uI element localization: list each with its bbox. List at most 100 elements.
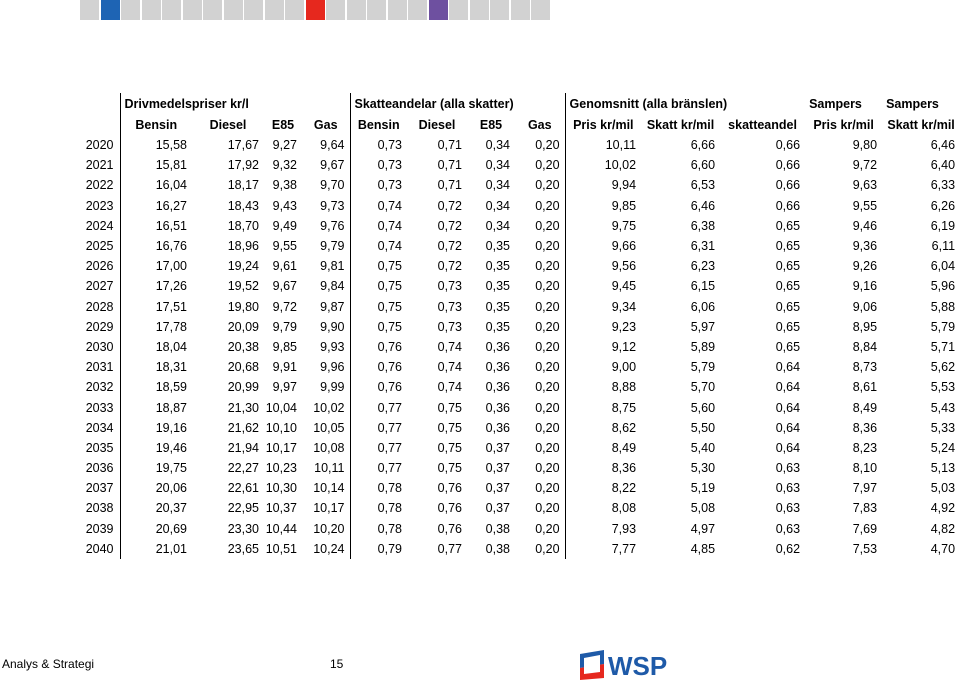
value-cell: 0,65: [775, 319, 801, 334]
page-number: 15: [330, 657, 344, 671]
value-cell: 0,20: [515, 316, 566, 337]
value-cell: 16,27: [155, 198, 187, 213]
value-cell: 0,20: [515, 397, 566, 418]
value-cell: 6,31: [690, 239, 716, 254]
year-cell: 2035: [0, 437, 121, 458]
value-cell: 0,65: [775, 239, 801, 254]
value-cell: 10,10: [265, 420, 297, 435]
value-cell: 9,36: [852, 239, 878, 254]
table-row: 2025 16,76 18,96 9,55 9,79 0,74 0,72 0,35 0,20 9,…: [0, 235, 960, 257]
value-cell: 19,16: [155, 420, 187, 435]
value-cell: 0,36: [485, 420, 510, 435]
value-cell: 17,78: [155, 319, 187, 334]
value-cell: 6,15: [690, 279, 716, 294]
value-cell: 0,75: [377, 299, 402, 314]
table-body: Drivmedelspriser kr/l Skatteandelar (all…: [0, 93, 960, 559]
value-cell: 0,63: [775, 481, 801, 496]
value-cell: 6,06: [690, 299, 716, 314]
value-cell: 16,76: [155, 239, 187, 254]
year-cell: 2038: [0, 498, 121, 519]
value-cell: 5,71: [930, 339, 956, 354]
value-cell: 6,19: [930, 218, 956, 233]
value-cell: 21,94: [227, 440, 259, 455]
value-cell: 6,38: [690, 218, 716, 233]
value-cell: 7,93: [611, 521, 637, 536]
value-cell: 0,20: [515, 256, 566, 277]
value-cell: 0,35: [485, 299, 510, 314]
value-cell: 21,62: [227, 420, 259, 435]
year-cell: 2030: [0, 336, 121, 358]
value-cell: 0,75: [377, 259, 402, 274]
value-cell: 6,23: [690, 259, 716, 274]
value-cell: 8,75: [611, 400, 637, 415]
value-cell: 0,20: [515, 215, 566, 236]
value-cell: 8,95: [852, 319, 878, 334]
value-cell: 0,76: [377, 339, 402, 354]
table-row: 2022 16,04 18,17 9,38 9,70 0,73 0,71 0,34 0,20 9,…: [0, 175, 960, 196]
value-cell: 0,74: [377, 218, 402, 233]
value-cell: 0,37: [485, 440, 510, 455]
value-cell: 0,71: [437, 158, 462, 173]
table-row: 2038 20,37 22,95 10,37 10,17 0,78 0,76 0,37 0,20…: [0, 498, 960, 519]
year-cell: 2028: [0, 296, 121, 317]
value-cell: 5,43: [930, 400, 956, 415]
color-swatch: [428, 0, 448, 20]
year-cell: 2022: [0, 175, 121, 196]
value-cell: 0,20: [515, 175, 566, 196]
value-cell: 0,63: [775, 501, 801, 516]
value-cell: 9,63: [852, 178, 878, 193]
value-cell: 22,61: [227, 481, 259, 496]
value-cell: 0,78: [377, 481, 402, 496]
value-cell: 6,53: [690, 178, 716, 193]
value-cell: 0,72: [437, 239, 462, 254]
corner-cell: [0, 93, 121, 114]
value-cell: 20,06: [155, 481, 187, 496]
value-cell: 9,96: [302, 357, 351, 378]
value-cell: 9,76: [302, 215, 351, 236]
col-header: Skatt kr/mil: [887, 117, 955, 132]
value-cell: 8,88: [611, 380, 637, 395]
table-row: 2035 19,46 21,94 10,17 10,08 0,77 0,75 0,37 0,20…: [0, 437, 960, 458]
value-cell: 18,87: [155, 400, 187, 415]
value-cell: 4,92: [930, 501, 956, 516]
value-cell: 18,17: [227, 178, 259, 193]
value-cell: 0,64: [775, 440, 801, 455]
group-tax-shares: Skatteandelar (alla skatter): [350, 93, 566, 114]
color-swatch: [203, 0, 222, 20]
value-cell: 9,81: [302, 256, 351, 277]
value-cell: 0,73: [377, 178, 402, 193]
value-cell: 7,53: [852, 541, 878, 556]
value-cell: 6,46: [930, 138, 956, 153]
year-cell: 2031: [0, 357, 121, 378]
value-cell: 0,66: [775, 158, 801, 173]
value-cell: 22,95: [227, 501, 259, 516]
value-cell: 10,11: [605, 138, 637, 153]
value-cell: 21,30: [227, 400, 259, 415]
value-cell: 10,51: [265, 541, 297, 556]
value-cell: 0,66: [775, 138, 801, 153]
value-cell: 0,37: [485, 461, 510, 476]
value-cell: 18,43: [227, 198, 259, 213]
value-cell: 0,37: [485, 501, 510, 516]
value-cell: 19,80: [227, 299, 259, 314]
year-cell: 2040: [0, 538, 121, 559]
value-cell: 8,49: [852, 400, 878, 415]
value-cell: 18,04: [155, 339, 187, 354]
table-row: 2031 18,31 20,68 9,91 9,96 0,76 0,74 0,36 0,20 9,…: [0, 357, 960, 378]
value-cell: 9,70: [302, 175, 351, 196]
value-cell: 9,72: [272, 299, 297, 314]
value-cell: 0,20: [515, 195, 566, 216]
value-cell: 6,04: [930, 259, 956, 274]
value-cell: 0,20: [515, 276, 566, 297]
table-row: 2034 19,16 21,62 10,10 10,05 0,77 0,75 0,36 0,20…: [0, 417, 960, 438]
value-cell: 0,35: [485, 319, 510, 334]
value-cell: 0,64: [775, 400, 801, 415]
value-cell: 9,43: [272, 198, 297, 213]
value-cell: 18,70: [227, 218, 259, 233]
value-cell: 0,71: [437, 138, 462, 153]
value-cell: 9,56: [611, 259, 637, 274]
value-cell: 0,75: [377, 279, 402, 294]
col-header: Gas: [302, 114, 351, 135]
col-header: Pris kr/mil: [813, 117, 874, 132]
value-cell: 0,76: [437, 501, 462, 516]
